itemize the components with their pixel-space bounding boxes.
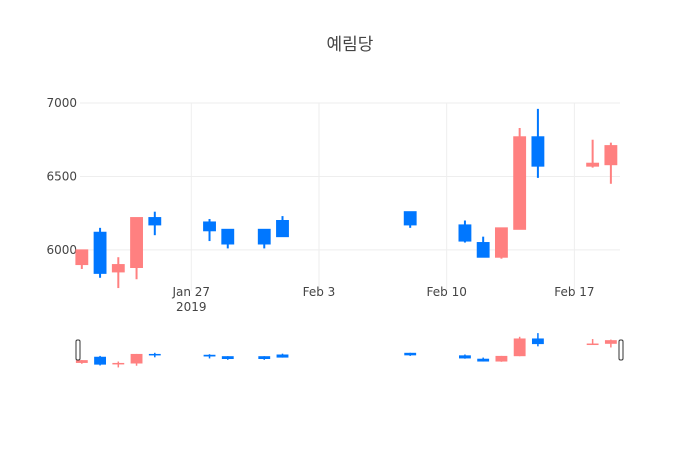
slider-candle-body xyxy=(112,362,125,365)
slider-candle-body xyxy=(94,356,106,365)
slider-candle-body xyxy=(531,338,544,345)
slider-candle xyxy=(148,352,161,358)
chart-title: 예림당 xyxy=(327,35,374,55)
candle-increasing xyxy=(221,228,235,249)
candle-decreasing xyxy=(494,227,508,259)
candle-body xyxy=(221,228,235,245)
slider-candle-body xyxy=(130,353,143,364)
slider-candle xyxy=(495,355,508,362)
slider-candle xyxy=(221,356,234,360)
candle-body xyxy=(604,145,618,166)
candle-decreasing xyxy=(513,127,527,230)
slider-candle-body xyxy=(221,356,234,359)
slider-candle xyxy=(203,354,216,359)
y-tick-label: 6000 xyxy=(46,243,77,257)
candle-increasing xyxy=(203,219,216,242)
candle-body xyxy=(458,224,472,242)
slider-candle xyxy=(604,339,617,348)
candle-body xyxy=(257,228,271,245)
slider-candle-body xyxy=(148,353,161,356)
slider-candle xyxy=(276,353,289,358)
slider-candle-body xyxy=(258,356,271,359)
slider-candle xyxy=(404,352,417,356)
candle-increasing xyxy=(257,228,271,249)
slider-candle xyxy=(459,354,471,359)
candle-body xyxy=(203,221,216,232)
candle-body xyxy=(531,136,545,167)
y-axis: 6000 6500 7000 xyxy=(46,96,77,257)
range-slider[interactable] xyxy=(75,333,624,368)
candle-body xyxy=(93,231,107,274)
candle-increasing xyxy=(476,236,490,258)
slider-candle xyxy=(112,361,125,368)
x-tick-label: Jan 27 xyxy=(171,285,210,299)
slider-candle xyxy=(513,336,526,357)
candle-decreasing xyxy=(75,249,89,269)
main-candles xyxy=(75,108,618,289)
slider-candle xyxy=(258,356,271,360)
candle-body xyxy=(111,264,125,273)
candle-decreasing xyxy=(604,142,618,184)
x-tick-label: Feb 3 xyxy=(303,285,336,299)
candle-body xyxy=(276,220,289,238)
slider-candle-body xyxy=(404,352,417,356)
grid-lines xyxy=(80,102,620,291)
candle-increasing xyxy=(531,108,545,178)
candle-decreasing xyxy=(130,217,143,280)
candle-body xyxy=(403,211,417,226)
slider-candle xyxy=(586,339,599,346)
slider-candle xyxy=(75,360,88,364)
candle-decreasing xyxy=(586,139,600,168)
x-tick-sublabel: 2019 xyxy=(176,300,207,314)
candle-increasing xyxy=(276,216,289,238)
slider-candle-body xyxy=(604,340,617,344)
slider-candle-body xyxy=(495,355,508,362)
slider-candle-body xyxy=(513,338,526,357)
slider-candle-body xyxy=(276,354,289,358)
candle-increasing xyxy=(148,211,162,236)
candle-body xyxy=(494,227,508,258)
slider-candle xyxy=(477,357,490,362)
x-tick-label: Feb 17 xyxy=(554,285,594,299)
candle-decreasing xyxy=(111,257,125,289)
slider-candle-body xyxy=(459,355,471,359)
candle-increasing xyxy=(458,220,472,243)
candle-increasing xyxy=(403,211,417,228)
candle-body xyxy=(148,217,162,226)
x-tick-label: Feb 10 xyxy=(427,285,467,299)
slider-candle xyxy=(94,355,106,366)
slider-candle-body xyxy=(477,358,490,362)
candle-increasing xyxy=(93,227,107,278)
candle-body xyxy=(586,162,600,167)
candle-body xyxy=(75,249,89,266)
slider-candle xyxy=(531,333,544,347)
candle-body xyxy=(513,136,527,230)
slider-candle xyxy=(130,353,143,366)
candle-body xyxy=(476,242,490,258)
slider-candle-body xyxy=(586,343,599,346)
y-tick-label: 6500 xyxy=(46,169,77,183)
slider-candle-body xyxy=(75,360,88,363)
slider-candle-body xyxy=(203,354,216,357)
candle-body xyxy=(130,217,143,268)
range-slider-right-handle[interactable] xyxy=(618,339,624,361)
range-slider-left-handle[interactable] xyxy=(75,339,81,361)
y-tick-label: 7000 xyxy=(46,96,77,110)
